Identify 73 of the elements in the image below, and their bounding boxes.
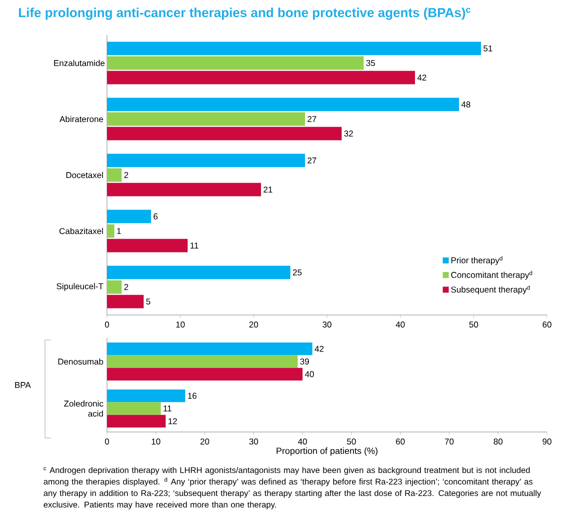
y-tick-label: Denosumab bbox=[58, 358, 104, 365]
data-label: 2 bbox=[124, 284, 128, 290]
bar bbox=[107, 414, 166, 428]
x-tick-label: 60 bbox=[542, 322, 552, 328]
x-tick-label: 40 bbox=[396, 322, 405, 328]
data-label: 2 bbox=[124, 172, 128, 178]
y-tick-label: Enzalutamide bbox=[54, 60, 105, 66]
data-label: 16 bbox=[188, 392, 197, 399]
bar bbox=[107, 98, 459, 112]
data-label: 42 bbox=[314, 346, 324, 352]
data-label: 40 bbox=[304, 371, 314, 378]
bar bbox=[107, 355, 298, 368]
data-label: 21 bbox=[264, 186, 272, 193]
bar bbox=[107, 294, 144, 308]
y-tick-label: Sipuleucel-T bbox=[56, 283, 104, 291]
data-label: 48 bbox=[461, 101, 470, 108]
legend-label: Subsequent therapy$^{d}$ bbox=[451, 285, 530, 294]
x-tick-label: 90 bbox=[542, 438, 552, 445]
bar bbox=[107, 280, 122, 294]
bar bbox=[107, 42, 481, 56]
x-tick-label: 70 bbox=[444, 438, 454, 445]
bar bbox=[107, 342, 312, 356]
text: $^{c}$ Androgen deprivation therapy with LHRH agonists/antagonists may have been given as background treatment but is not included among the therapies displayed. $^{d}$ Any ‘prior therapy’ was defined as ‘therapy before first Ra-223 injection’; ‘concomitant therapy’ as any therapy in addition to Ra-223; ‘subsequent therapy’ as therapy starting after the last dose of Ra-223. Categories are not mutually exclusive. Patients may have received more than one therapy. bbox=[44, 466, 542, 510]
bar bbox=[107, 126, 342, 140]
x-tick-label: 50 bbox=[469, 322, 478, 328]
bar bbox=[107, 154, 305, 168]
data-label: 39 bbox=[300, 358, 309, 364]
y-tick-label: Zoledronic acid bbox=[64, 400, 104, 417]
y-tick-label: Docetaxel bbox=[66, 172, 103, 178]
legend-label: Prior therapy$^{d}$ bbox=[451, 256, 502, 265]
data-label: 11 bbox=[164, 406, 172, 412]
data-label: 5 bbox=[146, 298, 150, 305]
data-label: 1 bbox=[117, 228, 121, 234]
x-tick-label: 10 bbox=[176, 322, 185, 328]
x-tick-label: 20 bbox=[200, 438, 210, 445]
bar bbox=[107, 368, 303, 381]
bar bbox=[107, 266, 290, 280]
bar bbox=[107, 112, 305, 126]
data-label: 51 bbox=[484, 45, 492, 52]
data-label: 12 bbox=[168, 418, 177, 424]
bar bbox=[107, 70, 415, 84]
y-tick-label: Cabazitaxel bbox=[59, 228, 103, 234]
x-tick-label: 30 bbox=[249, 438, 258, 445]
x-tick-label: 40 bbox=[298, 438, 307, 445]
data-label: 35 bbox=[366, 60, 375, 66]
data-label: 11 bbox=[190, 242, 198, 248]
bar bbox=[107, 224, 114, 238]
x-tick-label: 0 bbox=[104, 438, 110, 445]
x-axis-title: Proportion of patients (%) bbox=[276, 447, 378, 456]
data-label: 32 bbox=[344, 130, 353, 137]
y-tick-label: Abiraterone bbox=[60, 116, 104, 122]
x-tick-label: 20 bbox=[249, 322, 258, 328]
data-label: 27 bbox=[308, 116, 316, 122]
data-label: 42 bbox=[417, 74, 426, 81]
data-label: 27 bbox=[308, 157, 316, 164]
bar bbox=[107, 238, 188, 252]
text: BPA bbox=[15, 382, 31, 388]
data-label: 6 bbox=[154, 213, 158, 220]
bar bbox=[107, 210, 151, 224]
bar bbox=[107, 389, 186, 402]
bar bbox=[107, 56, 364, 70]
x-tick-label: 50 bbox=[347, 438, 356, 445]
x-tick-label: 0 bbox=[104, 322, 110, 328]
bar bbox=[107, 402, 161, 415]
data-label: 25 bbox=[292, 269, 302, 276]
x-tick-label: 30 bbox=[322, 322, 332, 328]
chart-title: Life prolonging anti-cancer therapies and bone protective agents (BPAs)$^{c}$ bbox=[18, 8, 471, 20]
legend-label: Concomitant therapy$^{d}$ bbox=[451, 270, 532, 280]
x-tick-label: 60 bbox=[396, 438, 405, 445]
bar bbox=[107, 168, 122, 182]
bar bbox=[107, 182, 261, 196]
x-tick-label: 10 bbox=[152, 438, 160, 445]
x-tick-label: 80 bbox=[494, 438, 502, 445]
